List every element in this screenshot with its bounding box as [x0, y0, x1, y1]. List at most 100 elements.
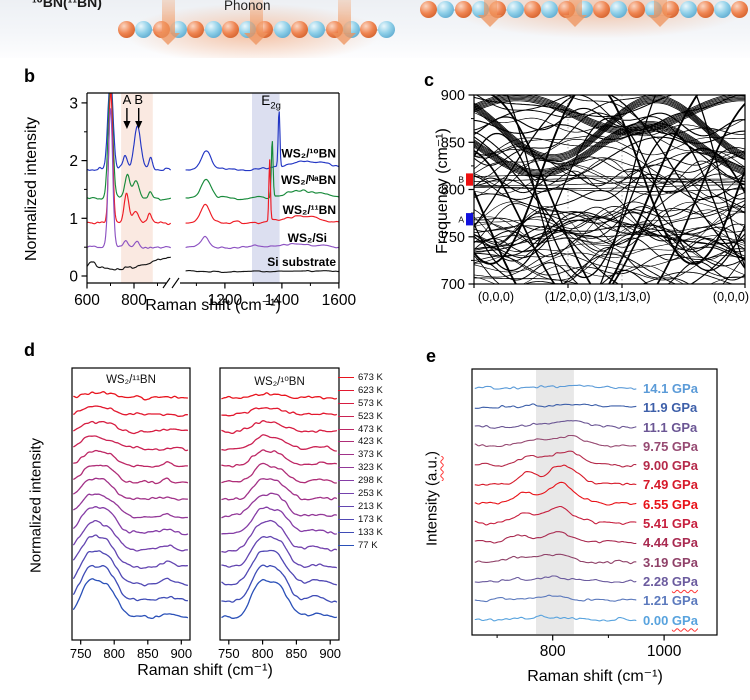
phonon-band — [474, 132, 745, 279]
legend-item: 423 K — [338, 435, 383, 448]
phonon-band — [474, 195, 745, 246]
legend-label: 173 K — [358, 513, 383, 525]
nitrogen-atom — [679, 1, 697, 18]
phonon-band — [474, 151, 745, 199]
pressure-label: 0.00 GPa — [643, 611, 698, 630]
phonon-band — [474, 222, 745, 246]
phonon-band — [474, 98, 745, 159]
legend-item: 623 K — [338, 384, 383, 397]
phonon-band — [474, 231, 745, 281]
temperature-spectrum-curve — [73, 550, 189, 587]
phonon-band — [474, 252, 745, 281]
phonon-band — [474, 211, 745, 267]
temperature-spectrum-curve — [73, 391, 188, 401]
phonon-band — [474, 193, 745, 234]
spectrum-curve — [87, 107, 339, 250]
x-tick-label: 800 — [252, 646, 274, 661]
panel-c-y-axis-label: Frequency (cm⁻¹) — [434, 128, 451, 254]
k-point-label: (1/3,1/3,0) — [594, 290, 651, 304]
phonon-band — [474, 209, 745, 244]
temperature-spectrum-curve — [221, 549, 338, 586]
legend-swatch — [338, 428, 354, 430]
legend-item: 133 K — [338, 526, 383, 539]
pressure-label: 14.1 GPa — [643, 379, 698, 398]
phonon-band — [474, 95, 745, 261]
legend-swatch — [338, 389, 354, 391]
k-point-label: (0,0,0) — [478, 290, 514, 304]
temperature-spectrum-curve — [73, 449, 188, 468]
highlight-band — [121, 93, 153, 283]
phonon-band — [474, 133, 745, 175]
panel-d-left-title: WS₂/¹¹BN — [106, 374, 156, 386]
pressure-label: 9.75 GPa — [643, 437, 698, 456]
legend-swatch — [338, 441, 354, 443]
temperature-spectrum-curve — [73, 506, 189, 536]
legend-label: 423 K — [358, 436, 383, 448]
schematic-panel-a: ¹⁰BN(¹¹BN) Phonon — [0, 0, 750, 58]
phonon-band — [474, 95, 745, 131]
legend-item: 213 K — [338, 500, 383, 513]
temperature-spectrum-curve — [221, 564, 338, 603]
phonon-band — [474, 212, 745, 259]
pressure-spectrum-curve — [474, 481, 637, 506]
panel-e-x-axis-label: Raman shift (cm⁻¹) — [527, 668, 663, 685]
temperature-spectrum-curve — [221, 462, 337, 484]
pressure-unit: GPa — [671, 593, 698, 609]
temperature-spectrum-curve — [221, 434, 337, 452]
pressure-unit: GPa — [671, 612, 698, 628]
legend-label: 323 K — [358, 462, 383, 474]
pressure-spectrum-curve — [474, 505, 637, 526]
legend-label: 298 K — [358, 475, 383, 487]
boron-atom — [454, 1, 472, 18]
phonon-band — [474, 252, 745, 276]
nitrogen-atom — [610, 1, 628, 18]
pressure-label: 9.00 GPa — [643, 456, 698, 475]
x-tick-label: 900 — [170, 646, 192, 661]
legend-swatch — [338, 480, 354, 482]
y-tick-label: 0 — [69, 269, 78, 286]
phonon-band — [474, 98, 745, 134]
panel-letter-b: b — [24, 66, 35, 86]
phonon-band — [474, 173, 745, 201]
temperature-spectrum-curve — [221, 407, 338, 417]
phonon-band — [474, 128, 745, 178]
pressure-label: 6.55 GPa — [643, 495, 698, 514]
peak-annotation: B — [134, 92, 143, 107]
phonon-band — [506, 95, 745, 284]
legend-swatch — [338, 531, 354, 533]
mode-marker-label: A — [458, 214, 464, 224]
pressure-unit: GPa — [671, 438, 698, 454]
series-label: Si substrate — [267, 255, 336, 269]
pressure-value: 7.49 — [643, 477, 672, 493]
temperature-spectrum-curve — [73, 464, 189, 485]
pressure-unit: GPa — [671, 477, 698, 493]
legend-item: 373 K — [338, 448, 383, 461]
down-arrow-icon — [135, 121, 143, 129]
panel-e-y-axis-label: Intensity (a.u.) — [423, 450, 441, 547]
legend-label: 573 K — [358, 397, 383, 409]
phonon-band — [474, 96, 745, 157]
phonon-arrow — [156, 0, 180, 45]
boron-atom — [187, 21, 205, 38]
legend-item: 323 K — [338, 461, 383, 474]
legend-swatch — [338, 518, 354, 520]
temperature-spectrum-curve — [73, 435, 189, 452]
phonon-band — [474, 206, 745, 254]
pressure-unit: GPa — [671, 516, 698, 532]
x-tick-label: 1600 — [322, 292, 357, 309]
phonon-band — [474, 234, 745, 265]
pressure-unit: GPa — [671, 458, 698, 474]
pressure-label: 5.41 GPa — [643, 514, 698, 533]
phonon-label: Phonon — [224, 0, 271, 13]
temperature-spectrum-curve — [73, 405, 188, 417]
boron-atom — [420, 1, 437, 18]
boron-atom — [360, 21, 378, 38]
phonon-band — [474, 174, 745, 180]
y-tick-label: 1 — [69, 211, 78, 228]
pressure-value: 11.9 — [643, 400, 672, 416]
pressure-value: 5.41 — [643, 516, 672, 532]
mode-marker — [466, 173, 473, 186]
phonon-band — [474, 127, 745, 177]
k-point-label: (1/2,0,0) — [545, 290, 592, 304]
